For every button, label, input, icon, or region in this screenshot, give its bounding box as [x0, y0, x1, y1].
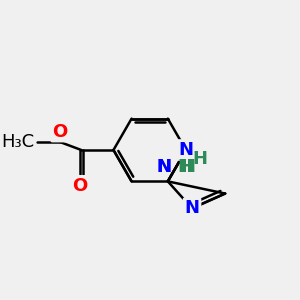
Text: N: N [178, 141, 194, 159]
Text: H₃C: H₃C [1, 133, 34, 151]
Text: H: H [177, 158, 192, 175]
Text: N: N [156, 158, 171, 175]
Text: O: O [72, 177, 88, 195]
Text: H: H [192, 150, 207, 168]
Text: N: N [184, 199, 200, 217]
Text: O: O [52, 123, 68, 141]
Text: N: N [156, 158, 171, 175]
Text: H: H [180, 158, 195, 175]
